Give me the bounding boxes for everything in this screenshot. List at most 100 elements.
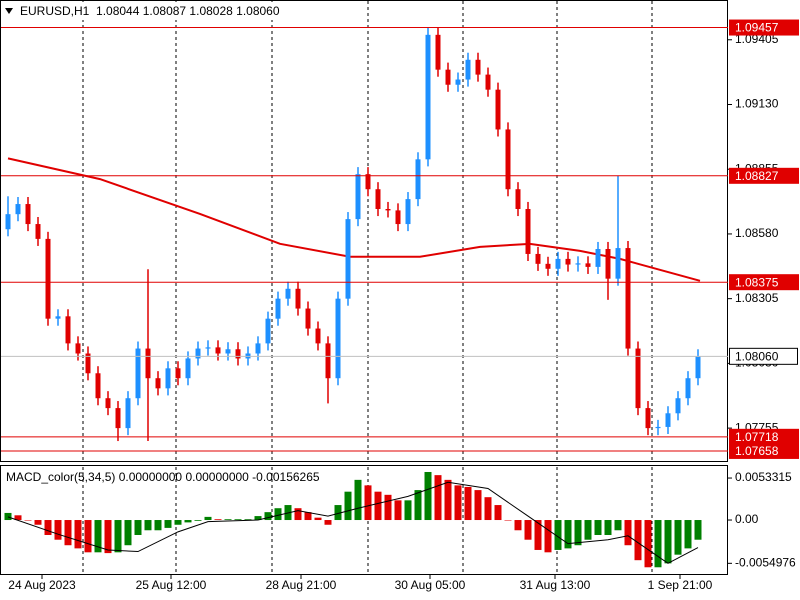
candle-body bbox=[355, 174, 361, 220]
candle-body bbox=[515, 189, 521, 209]
candle-body bbox=[415, 159, 421, 200]
candle-body bbox=[235, 349, 241, 359]
candle-body bbox=[215, 347, 221, 354]
macd-bar bbox=[454, 485, 462, 521]
candle-body bbox=[575, 263, 581, 265]
candle-body bbox=[535, 253, 541, 264]
candle-body bbox=[185, 358, 191, 379]
macd-bar bbox=[604, 520, 612, 535]
macd-bar bbox=[614, 520, 622, 531]
macd-bar bbox=[414, 490, 422, 521]
candle-body bbox=[165, 368, 171, 389]
macd-bar bbox=[684, 520, 692, 549]
candle-body bbox=[335, 298, 341, 379]
macd-bar bbox=[654, 520, 662, 568]
chart-title: EURUSD,H1 1.08044 1.08087 1.08028 1.0806… bbox=[20, 4, 280, 18]
macd-bar bbox=[514, 520, 522, 531]
candle-body bbox=[595, 249, 601, 267]
candle-body bbox=[145, 348, 151, 379]
candle-body bbox=[285, 288, 291, 299]
macd-bar bbox=[264, 512, 272, 521]
macd-bar bbox=[74, 520, 82, 549]
candle-body bbox=[545, 263, 551, 269]
candle-body bbox=[75, 343, 81, 354]
y-tick-label: 0.0053315 bbox=[735, 470, 792, 484]
macd-bar bbox=[424, 471, 432, 521]
candle-body bbox=[45, 238, 51, 319]
x-tick-label: 30 Aug 05:00 bbox=[395, 578, 466, 592]
title-bg bbox=[2, 2, 302, 20]
candle-body bbox=[435, 34, 441, 70]
macd-bar bbox=[444, 479, 452, 521]
candle-body bbox=[305, 308, 311, 329]
level-box bbox=[729, 274, 799, 291]
level-label: 1.08827 bbox=[735, 169, 779, 183]
macd-bar bbox=[24, 520, 32, 521]
macd-bar bbox=[134, 520, 142, 535]
macd-bar bbox=[84, 520, 92, 553]
level-label: 1.09457 bbox=[735, 21, 779, 35]
macd-bar bbox=[394, 500, 402, 521]
candle-body bbox=[155, 378, 161, 389]
macd-bar bbox=[64, 520, 72, 546]
macd-pane bbox=[0, 465, 728, 575]
macd-bar bbox=[664, 520, 672, 564]
candle-body bbox=[315, 328, 321, 344]
y-tick-label: 1.08580 bbox=[735, 226, 779, 240]
candle-body bbox=[685, 378, 691, 399]
macd-bar bbox=[574, 520, 582, 546]
candle-body bbox=[5, 214, 11, 230]
x-tick-label: 25 Aug 12:00 bbox=[136, 578, 207, 592]
macd-bar bbox=[624, 520, 632, 546]
candle-body bbox=[665, 413, 671, 427]
macd-bar bbox=[254, 516, 262, 521]
candle-body bbox=[655, 426, 661, 429]
candle-body bbox=[295, 288, 301, 309]
candle-body bbox=[525, 208, 531, 254]
candle-body bbox=[635, 348, 641, 409]
candle-body bbox=[225, 349, 231, 354]
macd-bar bbox=[634, 520, 642, 561]
macd-bar bbox=[4, 512, 12, 521]
macd-bar bbox=[44, 520, 52, 535]
macd-bar bbox=[114, 520, 122, 553]
candle-body bbox=[65, 316, 71, 344]
candle-body bbox=[105, 398, 111, 409]
last-price-label: 1.08060 bbox=[735, 349, 779, 363]
candle-body bbox=[25, 204, 31, 225]
level-label: 1.07658 bbox=[735, 444, 779, 458]
level-label: 1.08375 bbox=[735, 275, 779, 289]
candle-body bbox=[195, 348, 201, 359]
candle-body bbox=[615, 248, 621, 279]
candle-body bbox=[345, 219, 351, 299]
macd-bar bbox=[294, 508, 302, 521]
macd-bar bbox=[34, 520, 42, 525]
macd-bar bbox=[314, 517, 322, 521]
candle-body bbox=[425, 34, 431, 160]
macd-bar bbox=[644, 520, 652, 568]
candle-body bbox=[205, 347, 211, 349]
candle-body bbox=[135, 348, 141, 399]
y-tick-label: 1.09130 bbox=[735, 97, 779, 111]
candle-body bbox=[555, 258, 561, 269]
candle-body bbox=[85, 353, 91, 374]
macd-bar bbox=[484, 497, 492, 521]
candle-body bbox=[405, 199, 411, 225]
macd-bar bbox=[234, 519, 242, 521]
macd-bar bbox=[504, 520, 512, 521]
candle-body bbox=[95, 373, 101, 399]
macd-bar bbox=[324, 520, 332, 525]
macd-bar bbox=[164, 520, 172, 528]
macd-bar bbox=[354, 479, 362, 521]
macd-bar bbox=[384, 494, 392, 521]
macd-bar bbox=[154, 520, 162, 531]
macd-bar bbox=[124, 520, 132, 546]
price-pane bbox=[0, 0, 728, 462]
macd-title: MACD_color(5,34,5) 0.00000000 0.00000000… bbox=[6, 470, 320, 484]
macd-bar bbox=[594, 520, 602, 535]
macd-bar bbox=[94, 520, 102, 553]
moving-average bbox=[7, 157, 701, 282]
macd-bar bbox=[174, 520, 182, 525]
